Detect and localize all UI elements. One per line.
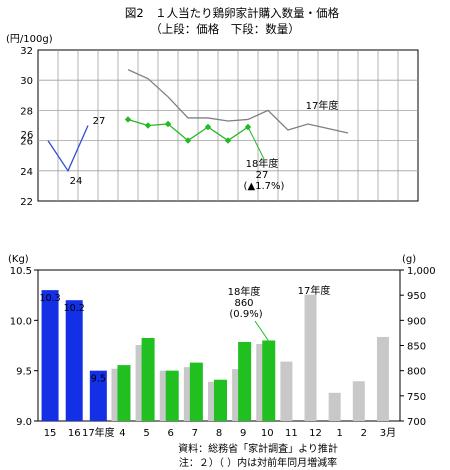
annual-quantity-label: 10.3 xyxy=(39,293,60,304)
right-y-axis-unit: (g) xyxy=(402,254,416,265)
quantity-18-bar xyxy=(238,341,252,421)
footnote: 注：２）（ ）内は対前年同月増減率 xyxy=(179,456,337,469)
left-y-tick-label: 10.0 xyxy=(10,316,32,327)
x-category-label: 17年度 xyxy=(82,426,115,439)
annual-quantity-bar xyxy=(41,290,59,421)
left-y-tick-label: 9.5 xyxy=(16,367,32,378)
quantity-18-bar xyxy=(117,365,131,421)
x-category-label: 2 xyxy=(361,428,367,439)
x-category-label: 7 xyxy=(192,428,198,439)
price-18-marker xyxy=(184,137,192,144)
price-18-marker xyxy=(124,116,132,123)
quantity-17-series-label: 17年度 xyxy=(298,284,331,297)
top-y-axis-unit: (円/100g) xyxy=(6,34,53,45)
annual-quantity-bar xyxy=(89,370,107,421)
quantity-17-bar xyxy=(280,361,293,421)
bottom-quantity-chart: 9.0 9.5 10.0 10.5 700 750 800 850 900 950 1,000 (Kg… xyxy=(8,254,436,439)
price-17-line xyxy=(127,69,349,134)
x-category-label: 3月 xyxy=(380,427,396,439)
top-price-chart: 222426283032(円/100g)26242717年度18年度27(▲1.… xyxy=(6,34,419,208)
price-18-callout-line xyxy=(247,126,265,160)
quantity-18-callout-line xyxy=(254,320,269,341)
annual-quantity-label: 10.2 xyxy=(64,303,85,314)
x-category-label: 9 xyxy=(240,428,246,439)
quantity-17-bar xyxy=(376,336,389,421)
x-category-label: 8 xyxy=(216,428,222,439)
right-y-tick-label: 800 xyxy=(407,367,426,378)
right-y-tick-label: 700 xyxy=(407,417,426,428)
top-y-tick-label: 32 xyxy=(20,46,33,57)
x-category-label: 12 xyxy=(309,428,322,439)
x-category-label: 16 xyxy=(68,428,81,439)
right-y-tick-label: 900 xyxy=(407,316,426,327)
annual-quantity-bar xyxy=(65,300,83,421)
x-category-label: 11 xyxy=(285,428,298,439)
x-category-label: 6 xyxy=(168,428,174,439)
quantity-17-bar xyxy=(328,392,341,421)
x-category-label: 4 xyxy=(119,428,125,439)
left-y-tick-label: 9.0 xyxy=(16,417,32,428)
source-note: 資料：総務省「家計調査」より推計 xyxy=(178,442,338,455)
right-y-tick-label: 750 xyxy=(407,392,426,403)
right-y-tick-label: 950 xyxy=(407,291,426,302)
quantity-18-bar xyxy=(141,337,155,421)
top-y-tick-label: 28 xyxy=(20,106,33,117)
quantity-18-change-rate: (0.9%) xyxy=(229,309,262,320)
price-label-17: 27 xyxy=(93,116,106,127)
price-18-series-label: 18年度 xyxy=(246,157,279,170)
chart-title: 図2 １人当たり鶏卵家計購入数量・価格 xyxy=(125,6,340,20)
price-17-series-label: 17年度 xyxy=(306,99,339,112)
price-18-marker xyxy=(164,120,172,128)
top-plot-frame xyxy=(37,49,419,202)
chart-subtitle: （上段：価格 下段：数量） xyxy=(150,22,300,36)
annual-price-line xyxy=(47,125,89,173)
price-18-current-value: 27 xyxy=(256,170,269,181)
annual-quantity-label: 9.5 xyxy=(91,374,106,385)
quantity-17-bar xyxy=(352,381,365,421)
right-y-tick-label: 850 xyxy=(407,342,426,353)
quantity-18-bar xyxy=(189,362,203,421)
top-y-tick-label: 30 xyxy=(20,76,33,87)
quantity-18-current-value: 860 xyxy=(234,298,253,309)
price-18-marker xyxy=(144,122,152,129)
top-y-tick-label: 24 xyxy=(20,167,33,178)
x-category-label: 5 xyxy=(143,428,149,439)
price-label-16: 24 xyxy=(70,176,83,187)
quantity-18-bar xyxy=(262,340,276,421)
right-y-tick-label: 1,000 xyxy=(407,266,436,277)
x-category-label: 10 xyxy=(261,428,274,439)
price-18-marker xyxy=(224,137,232,144)
price-18-change-rate: (▲1.7%) xyxy=(244,181,285,192)
left-y-tick-label: 10.5 xyxy=(10,266,32,277)
price-label-15: 26 xyxy=(21,130,34,141)
quantity-18-bar xyxy=(165,370,179,421)
top-y-tick-label: 22 xyxy=(20,197,33,208)
x-category-label: 1 xyxy=(336,428,342,439)
quantity-17-bar xyxy=(304,294,317,421)
top-y-tick-label: 26 xyxy=(20,137,33,148)
x-category-label: 15 xyxy=(44,428,57,439)
quantity-18-series-label: 18年度 xyxy=(228,285,261,298)
price-18-marker xyxy=(204,123,212,131)
quantity-18-bar xyxy=(214,379,227,421)
left-y-axis-unit: (Kg) xyxy=(8,254,29,265)
